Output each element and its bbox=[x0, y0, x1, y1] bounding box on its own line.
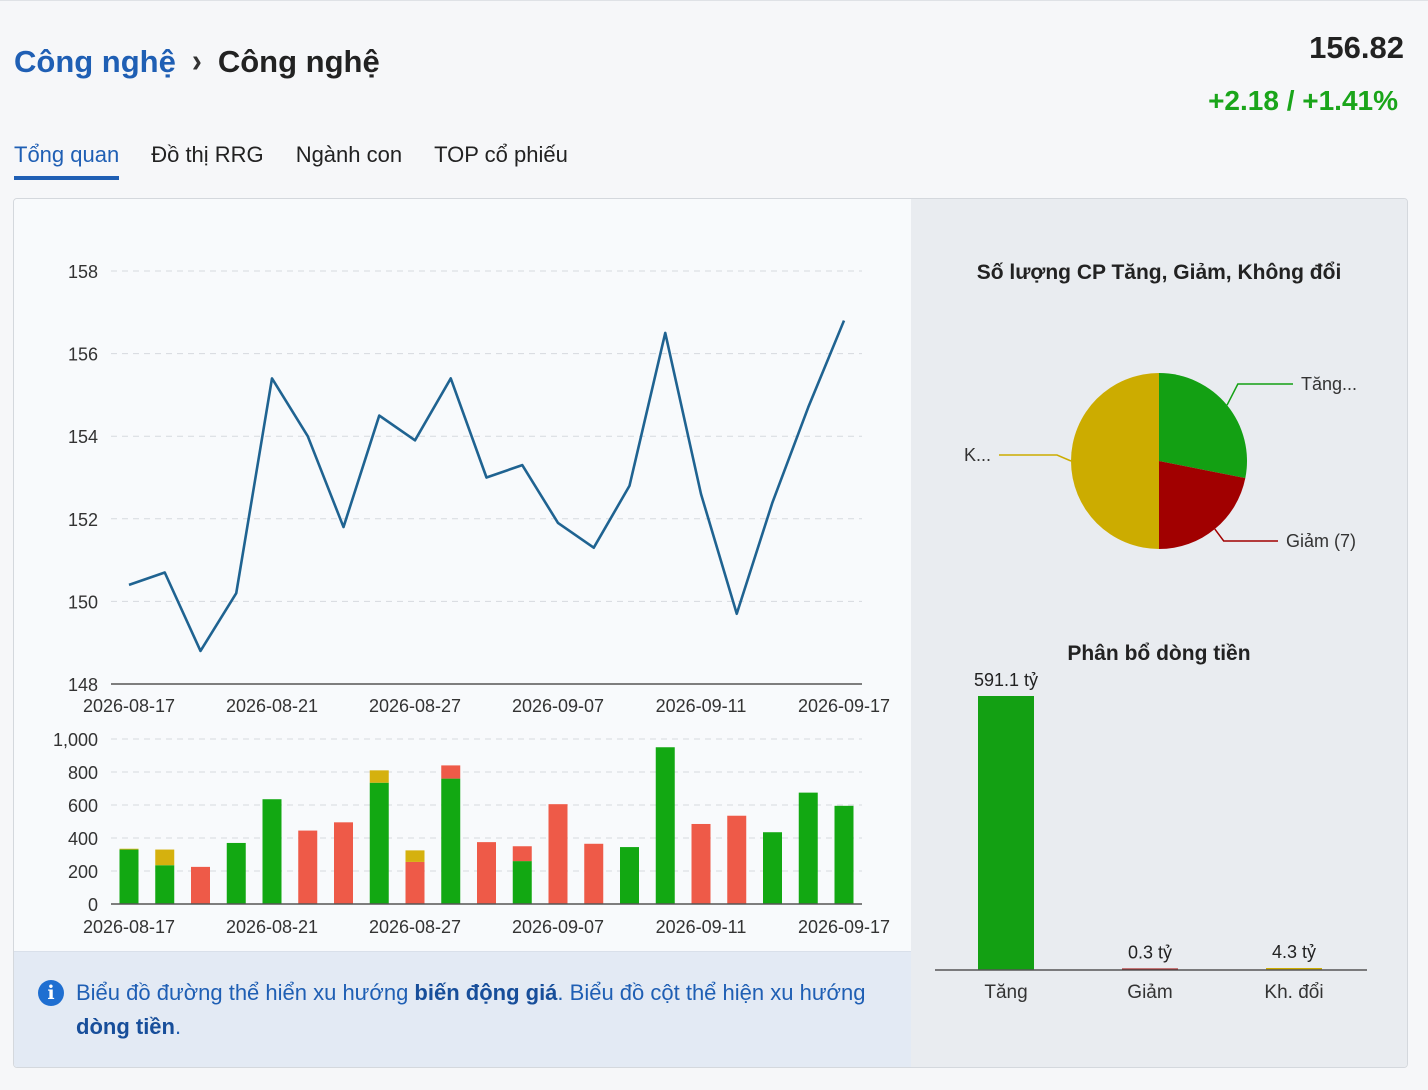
flow-bar-up bbox=[620, 847, 639, 904]
pie-label: Tăng... bbox=[1301, 374, 1357, 394]
flow-bar-down bbox=[691, 823, 711, 904]
info-text-bold-price: biến động giá bbox=[414, 980, 558, 1005]
bar-chart-x-tick: 2026-08-17 bbox=[83, 917, 175, 937]
flow-bar-down bbox=[191, 866, 210, 904]
line-chart-x-tick: 2026-08-21 bbox=[226, 696, 318, 716]
breadth-charts: Số lượng CP Tăng, Giảm, Không đổi Tăng...… bbox=[935, 261, 1367, 1003]
bar-chart-x-tick: 2026-08-27 bbox=[369, 917, 461, 937]
flow-bar-flat bbox=[155, 849, 175, 866]
line-chart-y-tick: 148 bbox=[68, 675, 98, 695]
flow-bar-up bbox=[155, 865, 175, 904]
bar-chart-y-tick: 800 bbox=[68, 763, 98, 783]
flow-bar-up bbox=[798, 792, 818, 904]
pie-leader-line bbox=[1214, 528, 1278, 542]
pie-label: K... bbox=[964, 445, 991, 465]
flow-bar-value-label: 591.1 tỷ bbox=[974, 670, 1038, 690]
pie-slice bbox=[1071, 373, 1159, 549]
bar-chart-y-tick: 1,000 bbox=[53, 730, 98, 750]
index-price: 156.82 bbox=[1309, 30, 1404, 65]
info-text-part: . Biểu đồ cột thể hiện xu hướng bbox=[557, 980, 866, 1005]
flow-bar-down bbox=[334, 822, 353, 904]
flow-bar-up bbox=[262, 799, 282, 904]
top-divider bbox=[0, 0, 1428, 5]
flow-bar-up bbox=[226, 842, 246, 904]
tab-rrg[interactable]: Đồ thị RRG bbox=[151, 142, 264, 167]
flow-bar-value-label: 4.3 tỷ bbox=[1272, 942, 1316, 962]
flow-chart-title: Phân bổ dòng tiền bbox=[1067, 642, 1250, 665]
tab-overview[interactable]: Tổng quan bbox=[14, 142, 120, 180]
flow-bar-value-label: 0.3 tỷ bbox=[1128, 943, 1172, 963]
line-chart-y-tick: 158 bbox=[68, 262, 98, 282]
breadcrumb-current: Công nghệ bbox=[217, 44, 380, 79]
line-chart-y-tick: 156 bbox=[68, 345, 98, 365]
breadcrumb-parent-link[interactable]: Công nghệ bbox=[14, 44, 176, 79]
flow-bar bbox=[1266, 968, 1322, 970]
info-text: Biểu đồ đường thể hiển xu hướng biến độn… bbox=[76, 976, 876, 1044]
price-flow-pane: 158 156 154 152 150 148 2026-08-17 2026-08-21 20… bbox=[14, 199, 911, 1067]
breadth-pane: Số lượng CP Tăng, Giảm, Không đổi Tăng...… bbox=[911, 199, 1407, 1067]
flow-bar-down bbox=[512, 846, 532, 862]
bar-chart-y-tick: 400 bbox=[68, 829, 98, 849]
bar-chart-x-tick: 2026-09-17 bbox=[798, 917, 890, 937]
flow-bar-down bbox=[477, 842, 496, 904]
line-chart-y-tick: 150 bbox=[68, 592, 98, 612]
flow-bar-down bbox=[548, 804, 568, 904]
pie-slice bbox=[1159, 461, 1246, 549]
flow-bar-up bbox=[512, 861, 532, 904]
info-text-part: Biểu đồ đường thể hiển xu hướng bbox=[76, 980, 415, 1005]
line-chart-y-tick: 152 bbox=[68, 510, 98, 530]
pie-label: Giảm (7) bbox=[1286, 531, 1356, 551]
line-chart-x-tick: 2026-08-27 bbox=[369, 696, 461, 716]
tab-sub-industry[interactable]: Ngành con bbox=[295, 142, 403, 167]
chevron-right-icon: › bbox=[191, 43, 202, 80]
info-icon: i bbox=[38, 980, 64, 1006]
price-line-series bbox=[128, 320, 846, 653]
line-chart-x-tick: 2026-09-11 bbox=[656, 696, 747, 716]
flow-bar-down bbox=[441, 765, 461, 779]
flow-bar-up bbox=[834, 805, 854, 904]
line-chart-x-tick: 2026-09-07 bbox=[512, 696, 604, 716]
pie-chart-title: Số lượng CP Tăng, Giảm, Không đổi bbox=[977, 261, 1342, 284]
info-text-bold-flow: dòng tiền bbox=[76, 1014, 175, 1039]
flow-bar-down bbox=[727, 815, 747, 904]
info-text-part: . bbox=[174, 1014, 182, 1039]
flow-bar-up bbox=[655, 747, 675, 904]
bar-chart-x-tick: 2026-08-21 bbox=[226, 917, 318, 937]
bar-chart-x-tick: 2026-09-07 bbox=[512, 917, 604, 937]
flow-bar-down bbox=[298, 830, 318, 904]
flow-bar-up bbox=[763, 832, 782, 904]
flow-bar-down bbox=[405, 861, 425, 904]
flow-bar-category-label: Kh. đổi bbox=[1264, 982, 1323, 1003]
line-chart-x-tick: 2026-08-17 bbox=[83, 696, 175, 716]
tab-top-stocks[interactable]: TOP cổ phiếu bbox=[434, 142, 568, 167]
index-change: +2.18 / +1.41% bbox=[1208, 85, 1398, 116]
pie-leader-line bbox=[1226, 383, 1293, 406]
flow-bar-category-label: Giảm bbox=[1127, 982, 1172, 1003]
pie-slice bbox=[1159, 373, 1247, 479]
flow-bar-up bbox=[369, 782, 389, 904]
tab-bar: Tổng quan Đồ thị RRG Ngành con TOP cổ ph… bbox=[14, 142, 568, 180]
flow-bar-category-label: Tăng bbox=[984, 982, 1027, 1003]
bar-chart-x-tick: 2026-09-11 bbox=[656, 917, 747, 937]
flow-bar-down bbox=[584, 843, 604, 904]
bar-chart-y-tick: 600 bbox=[68, 796, 98, 816]
flow-bar bbox=[978, 696, 1034, 970]
info-box: i Biểu đồ đường thể hiển xu hướng biến đ… bbox=[14, 951, 911, 1067]
breadcrumb: Công nghệ › Công nghệ bbox=[14, 43, 380, 80]
overview-panel: 158 156 154 152 150 148 2026-08-17 2026-08-21 20… bbox=[13, 198, 1408, 1068]
flow-bar-flat bbox=[119, 848, 139, 850]
flow-bar-flat bbox=[369, 770, 389, 783]
flow-bar-up bbox=[441, 778, 461, 904]
line-chart-x-tick: 2026-09-17 bbox=[798, 696, 890, 716]
flow-bar-flat bbox=[405, 850, 425, 862]
bar-chart-y-tick: 200 bbox=[68, 862, 98, 882]
pie-leader-line bbox=[999, 454, 1072, 462]
bar-chart-y-tick: 0 bbox=[88, 895, 98, 915]
line-chart-y-tick: 154 bbox=[68, 427, 98, 447]
flow-bar-up bbox=[119, 849, 139, 904]
